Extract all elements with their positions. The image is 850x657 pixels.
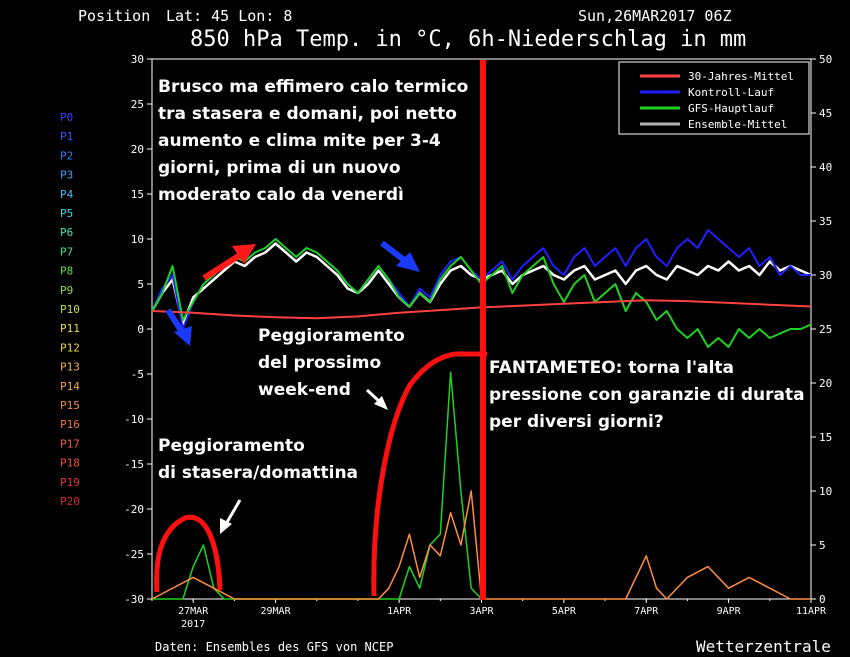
y-right-tick-label: 25: [819, 323, 832, 336]
chart-title: 850 hPa Temp. in °C, 6h-Niederschlag in …: [190, 27, 746, 52]
member-label: P5: [60, 207, 73, 220]
member-label: P0: [60, 111, 73, 124]
member-label: P8: [60, 265, 73, 278]
pointer-arrow-weekend: [365, 388, 388, 410]
legend-entry: 30-Jahres-Mittel: [688, 70, 794, 83]
tonight-rain-arc: [154, 514, 223, 593]
y-right-tick-label: 40: [819, 161, 832, 174]
x-tick-sublabel: 2017: [181, 619, 205, 630]
y-left-tick-label: 0: [137, 323, 144, 336]
y-left-tick-label: 25: [131, 98, 144, 111]
x-tick-label: 27MAR: [178, 606, 209, 617]
member-label: P20: [60, 495, 80, 508]
trend-arrow-down-1: [165, 308, 192, 346]
member-label: P18: [60, 457, 80, 470]
annotation-main-line: Brusco ma effimero calo termico: [158, 77, 468, 97]
member-label: P15: [60, 399, 80, 412]
y-right-tick-label: 35: [819, 215, 832, 228]
annotation-main-line: tra stasera e domani, poi netto: [158, 104, 457, 124]
member-label: P14: [60, 380, 80, 393]
y-right-tick-label: 50: [819, 53, 832, 66]
y-right-tick-label: 45: [819, 107, 832, 120]
x-tick-label: 9APR: [717, 606, 742, 617]
annotation-fanta-line: FANTAMETEO: torna l'alta: [489, 358, 734, 378]
trend-arrow-up: [202, 244, 256, 281]
annotation-main: Brusco ma effimero calo termico tra stase…: [158, 77, 468, 205]
y-left-tick-label: -25: [124, 548, 144, 561]
legend-entry: Kontroll-Lauf: [688, 86, 774, 99]
annotation-main-line: aumento e clima mite per 3-4: [158, 131, 441, 151]
annotation-fanta-line: pressione con garanzie di durata: [489, 385, 805, 405]
member-list: P0 P1 P2 P3 P4 P5 P6 P7 P8 P9 P10 P11 P12 P13 P14 P15 P1…: [60, 111, 80, 508]
y-left-tick-label: 30: [131, 53, 144, 66]
run-time: Sun,26MAR2017 06Z: [578, 7, 732, 25]
annotation-fanta-line: per diversi giorni?: [489, 412, 664, 432]
position-coords: Lat: 45 Lon: 8: [166, 7, 292, 25]
x-tick-label: 3APR: [469, 606, 494, 617]
series-line: [152, 371, 483, 600]
y-left-tick-label: -10: [124, 413, 144, 426]
member-label: P10: [60, 303, 80, 316]
y-left-tick-label: 5: [137, 278, 144, 291]
pointer-arrow-tonight: [220, 499, 242, 534]
series-line: [151, 490, 811, 600]
member-label: P1: [60, 130, 73, 143]
legend-box: [618, 61, 810, 135]
member-label: P19: [60, 476, 80, 489]
member-label: P11: [60, 322, 80, 335]
legend: 30-Jahres-Mittel Kontroll-Lauf GFS-Hauptla…: [618, 61, 810, 135]
member-label: P16: [60, 418, 80, 431]
axes: -30 -25 -20 -15 -10 -5 0 5 10 15 20 25 30 0 5 10 15 20 25 3…: [124, 53, 832, 630]
annotation-weekend-line: del prossimo: [258, 353, 381, 373]
legend-entry: Ensemble-Mittel: [688, 118, 787, 131]
y-right-tick-label: 30: [819, 269, 832, 282]
annotation-main-line: moderato calo da venerdì: [158, 185, 404, 205]
y-left-tick-label: 10: [131, 233, 144, 246]
y-left-tick-label: -30: [124, 593, 144, 606]
x-tick-label: 5APR: [552, 606, 577, 617]
annotation-tonight-line: Peggioramento: [158, 436, 305, 456]
y-left-tick-label: 20: [131, 143, 144, 156]
y-right-tick-label: 15: [819, 431, 832, 444]
annotation-weekend-line: week-end: [258, 380, 351, 400]
y-left-tick-label: -15: [124, 458, 144, 471]
position-label: Position: [78, 7, 150, 25]
y-left-tick-label: -20: [124, 503, 144, 516]
member-label: P7: [60, 245, 73, 258]
x-tick-label: 29MAR: [261, 606, 292, 617]
member-label: P17: [60, 437, 80, 450]
member-label: P3: [60, 169, 73, 182]
member-label: P4: [60, 188, 74, 201]
x-tick-label: 1APR: [387, 606, 412, 617]
y-right-tick-label: 10: [819, 485, 832, 498]
legend-entry: GFS-Hauptlauf: [688, 102, 774, 115]
annotation-main-line: giorni, prima di un nuovo: [158, 158, 401, 178]
y-right-tick-label: 5: [819, 539, 826, 552]
annotation-tonight-line: di stasera/domattina: [158, 463, 358, 483]
brand-label: Wetterzentrale: [696, 637, 831, 656]
annotation-tonight: Peggioramento di stasera/domattina: [158, 436, 358, 483]
y-right-tick-label: 20: [819, 377, 832, 390]
y-right-tick-label: 0: [819, 593, 826, 606]
data-source: Daten: Ensembles des GFS von NCEP: [155, 640, 393, 654]
x-tick-label: 7APR: [634, 606, 659, 617]
member-label: P13: [60, 361, 80, 374]
weekend-rain-arc: [371, 351, 487, 597]
annotation-weekend-line: Peggioramento: [258, 326, 405, 346]
x-tick-label: 11APR: [796, 606, 827, 617]
y-left-tick-label: -5: [131, 368, 144, 381]
member-label: P2: [60, 149, 73, 162]
member-label: P6: [60, 226, 73, 239]
annotation-weekend: Peggioramento del prossimo week-end: [258, 326, 405, 400]
annotation-fantameteo: FANTAMETEO: torna l'alta pressione con ga…: [489, 358, 805, 432]
member-label: P9: [60, 284, 73, 297]
trend-arrow-down-2: [380, 240, 420, 272]
member-label: P12: [60, 341, 80, 354]
y-left-tick-label: 15: [131, 188, 144, 201]
